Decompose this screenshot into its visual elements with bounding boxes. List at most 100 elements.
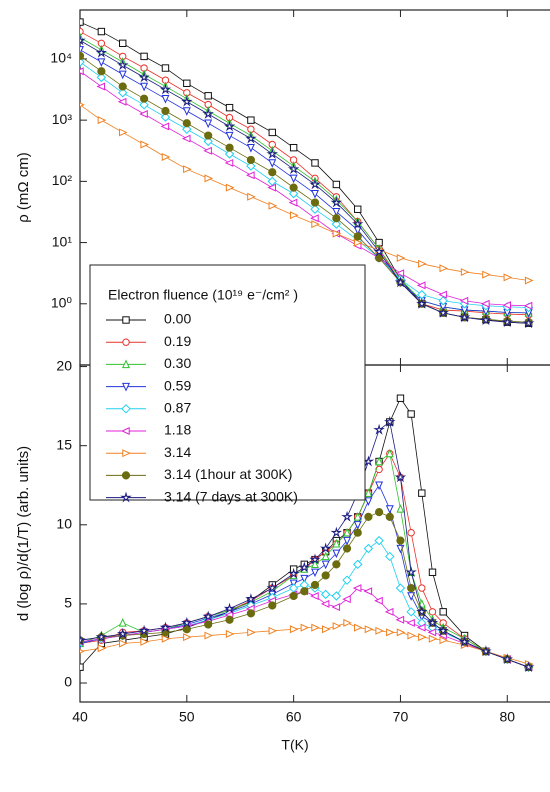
marker [342,544,352,553]
marker [204,92,212,100]
marker [373,245,385,257]
marker [428,568,437,576]
marker [385,448,394,458]
marker [319,542,332,554]
marker [374,508,384,517]
marker [320,589,331,600]
marker [80,102,85,108]
marker [140,52,148,61]
legend-label: 3.14 (1hour at 300K) [164,466,292,482]
marker [268,128,276,137]
legend-label: 3.14 (7 days at 300K) [164,488,298,504]
marker [427,628,437,637]
legend-label: 0.30 [164,355,191,371]
marker [246,171,255,180]
marker [375,481,384,491]
marker [331,603,341,612]
marker [321,625,331,634]
marker [224,149,235,159]
marker [246,143,255,153]
x-tick-label: 50 [179,709,195,725]
marker [139,94,149,103]
series-line [80,49,529,314]
marker [204,131,213,140]
marker [418,633,427,642]
marker [80,67,84,76]
marker [384,607,394,616]
y-axis-label: ρ (mΩ cm) [15,152,32,223]
marker [523,301,533,310]
y-tick-label: 20 [56,357,72,373]
marker [331,591,342,601]
marker [311,189,319,199]
marker [300,574,309,584]
marker [437,306,449,318]
legend-label: 0.00 [164,311,191,327]
marker [203,136,213,147]
series-line [80,104,529,281]
marker [375,456,384,466]
marker [332,229,342,238]
marker [460,268,470,277]
marker [418,489,426,497]
marker [183,633,192,642]
marker [352,584,362,593]
marker [428,634,438,643]
marker [385,505,394,514]
marker [364,497,373,506]
y-tick-label: 10² [52,172,73,188]
y-tick-label: 15 [56,436,72,452]
series-line [80,40,529,324]
marker [363,587,373,596]
marker [183,165,192,174]
marker [438,296,448,306]
marker [80,18,84,26]
marker [437,624,449,636]
y-tick-label: 5 [64,595,72,611]
marker [97,27,106,36]
y-tick-label: 10¹ [52,233,73,249]
marker [310,214,319,223]
marker [118,82,127,91]
legend-marker [121,427,130,435]
marker [418,584,426,592]
marker [374,253,384,263]
marker [375,626,384,635]
marker [501,653,514,665]
marker [203,146,212,155]
marker [524,276,534,285]
marker [480,645,492,657]
y-tick-label: 10⁰ [51,294,73,310]
marker [416,605,428,617]
marker [95,631,108,643]
y-tick-label: 10 [56,516,72,532]
marker [204,119,213,129]
marker [374,535,384,546]
marker [161,153,171,161]
marker [289,591,298,601]
marker [362,455,375,467]
marker [161,64,170,72]
marker [223,602,236,614]
marker [287,163,300,175]
marker [480,314,492,326]
legend-marker [122,359,130,369]
marker [321,571,330,580]
marker [80,57,85,67]
marker [97,116,107,125]
marker [289,174,298,184]
legend-marker [122,338,130,346]
y-tick-label: 10⁴ [50,50,72,66]
marker [298,561,311,573]
marker [182,119,191,128]
marker [183,79,191,87]
marker [117,97,127,106]
marker [96,72,107,83]
marker [96,82,106,91]
marker [159,83,172,95]
marker [80,51,85,61]
marker [118,70,127,80]
marker [407,410,415,418]
marker [160,112,171,122]
marker [182,124,192,134]
